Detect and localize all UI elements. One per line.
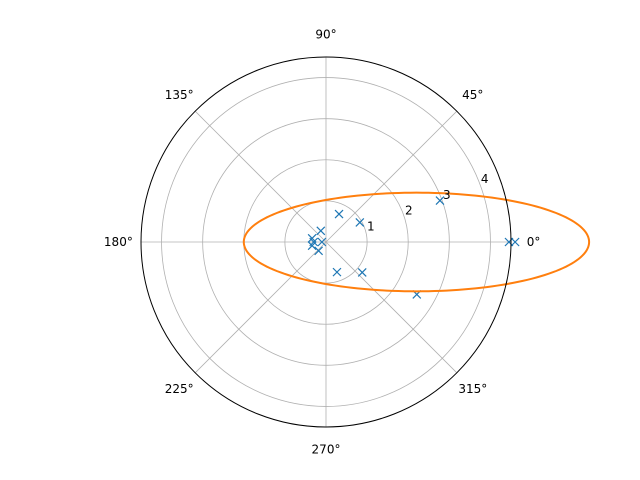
angle-tick-label: 0°: [527, 235, 541, 249]
data-point-marker: [316, 226, 326, 236]
ellipse-curve: [242, 191, 591, 293]
angular-gridline: [194, 110, 327, 243]
polar-spine: [140, 56, 512, 428]
angle-tick-label: 90°: [315, 27, 336, 41]
angle-tick-label: 315°: [458, 382, 487, 396]
angle-tick-label: 45°: [462, 88, 483, 102]
angle-tick-label: 225°: [165, 382, 194, 396]
radial-tick-label: 3: [443, 188, 451, 202]
data-point-marker: [357, 267, 367, 277]
tick-labels: 0° 45° 90° 135° 180° 225° 270° 315° 1 2 3 4: [104, 27, 540, 456]
angular-gridline: [194, 241, 327, 374]
data-point-marker: [317, 237, 327, 247]
data-point-marker: [307, 241, 317, 251]
data-point-marker: [355, 218, 365, 227]
plot-area: [242, 191, 591, 299]
data-point-marker: [332, 267, 342, 277]
data-point-marker: [435, 196, 445, 205]
angular-gridline: [325, 241, 458, 374]
angle-tick-label: 180°: [104, 235, 133, 249]
radial-tick-label: 4: [481, 172, 489, 186]
data-point-marker: [334, 209, 344, 219]
angle-tick-label: 135°: [165, 88, 194, 102]
angle-tick-label: 270°: [312, 443, 341, 457]
radial-tick-label: 2: [405, 204, 413, 218]
outer-spine: [140, 56, 512, 428]
grid: [141, 57, 511, 427]
angular-gridline: [325, 110, 458, 243]
data-point-marker: [510, 237, 520, 247]
data-point-marker: [314, 246, 324, 256]
radial-tick-label: 1: [367, 219, 375, 233]
